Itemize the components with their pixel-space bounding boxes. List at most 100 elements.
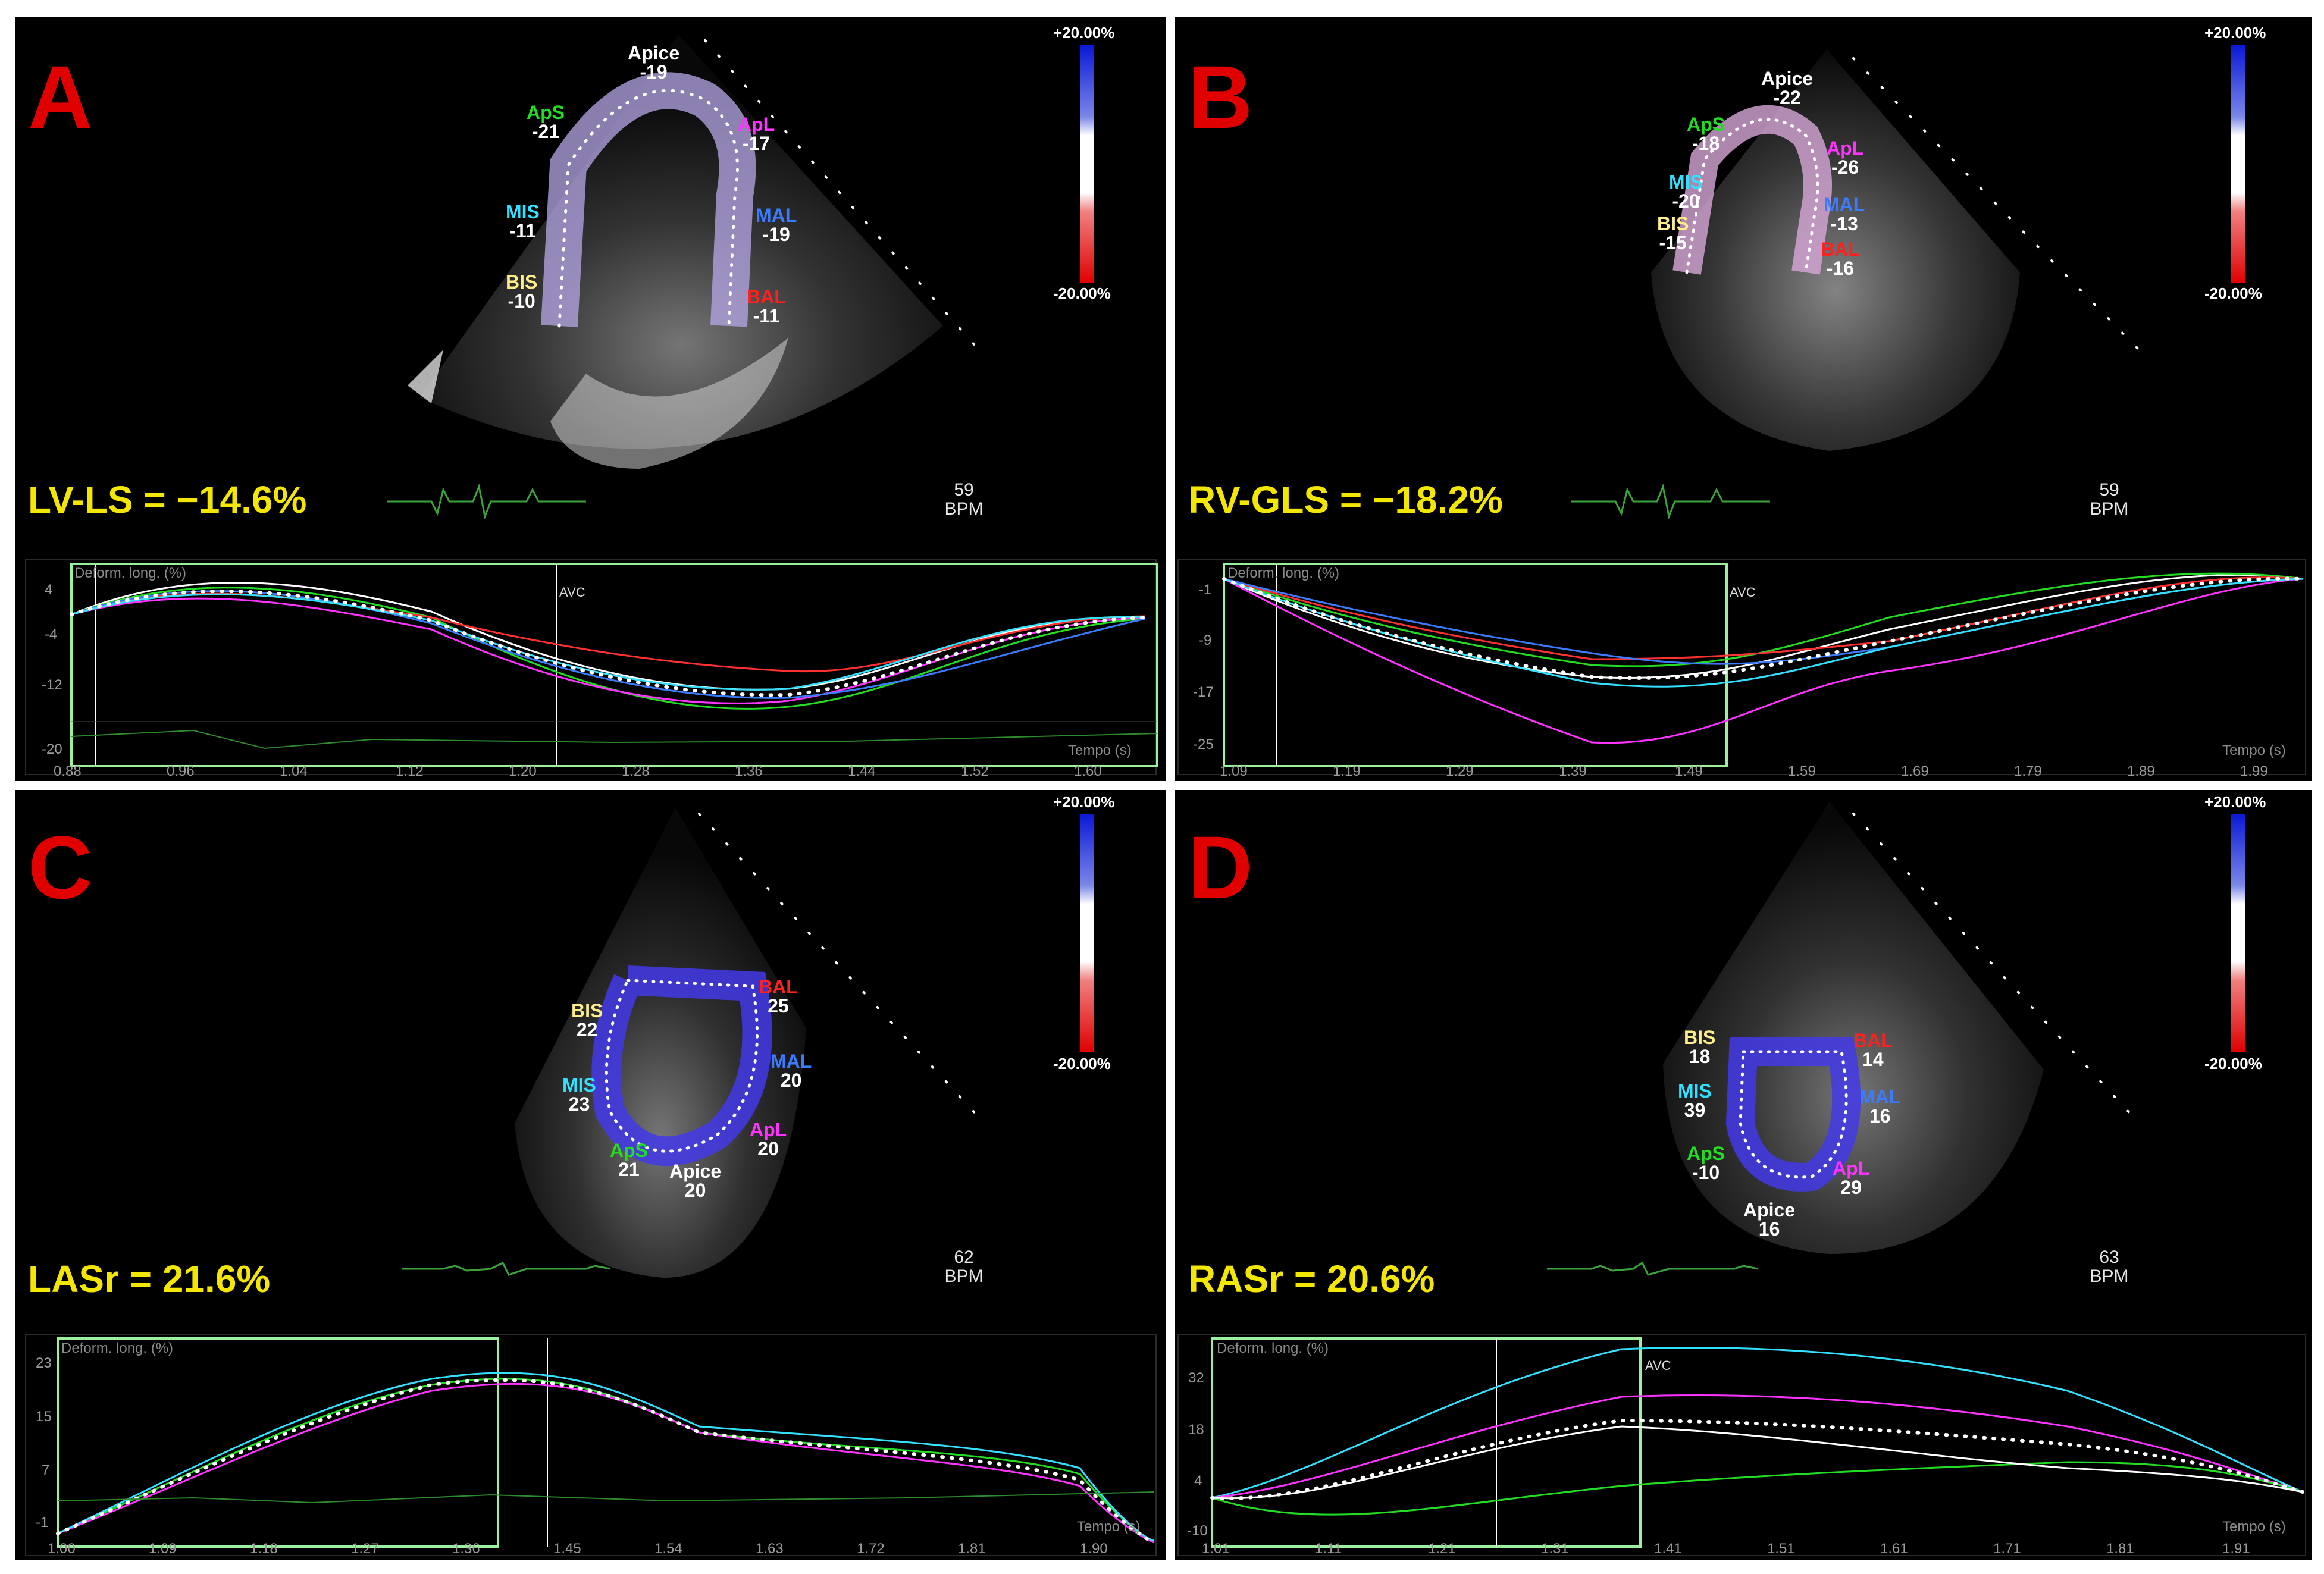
ecg-trace	[1547, 1261, 1759, 1276]
y-tick: 23	[36, 1355, 52, 1371]
segment-mis: MIS -11	[506, 201, 540, 242]
y-tick: -1	[1199, 582, 1212, 598]
y-tick: -10	[1187, 1523, 1208, 1539]
x-tick: 0.96	[167, 763, 195, 779]
y-tick: -12	[42, 677, 62, 693]
segment-aps: ApS 21	[610, 1140, 648, 1180]
segment-bal: BAL 14	[1853, 1030, 1893, 1070]
heart-rate: 59 BPM	[944, 480, 984, 519]
segment-mal: MAL 16	[1859, 1086, 1901, 1127]
avc-label: AVC	[1645, 1358, 1671, 1373]
x-tick: 1.45	[553, 1541, 581, 1557]
x-tick: 1.52	[961, 763, 989, 779]
segment-aps: ApS -21	[527, 102, 565, 142]
x-tick: 1.18	[250, 1541, 278, 1557]
graph-box	[1223, 563, 1728, 767]
x-tick: 1.81	[958, 1541, 986, 1557]
y-tick: 32	[1188, 1370, 1204, 1386]
y-tick: -25	[1193, 736, 1214, 752]
graph-title: Deform. long. (%)	[74, 565, 187, 581]
colorbar-bottom-label: -20.00%	[1053, 1055, 1111, 1073]
x-tick: 1.63	[756, 1541, 784, 1557]
panel-letter: B	[1188, 47, 1253, 147]
segment-bis: BIS -10	[506, 271, 538, 312]
y-tick: -20	[42, 741, 62, 757]
metric-value: RV-GLS = −18.2%	[1188, 478, 1503, 521]
x-tick: 1.09	[1220, 763, 1248, 779]
strain-colorbar	[1080, 45, 1094, 283]
x-tick: 1.04	[280, 763, 308, 779]
x-tick: 1.41	[1654, 1541, 1682, 1557]
segment-apl: ApL 20	[750, 1119, 787, 1159]
graph-box	[70, 563, 1158, 767]
segment-mal: MAL 20	[771, 1051, 812, 1091]
x-tick: 1.39	[1559, 763, 1587, 779]
y-tick: 7	[42, 1462, 50, 1478]
ecg-trace	[1571, 483, 1770, 520]
x-tick: 1.99	[2240, 763, 2268, 779]
y-tick: 18	[1188, 1422, 1204, 1438]
echo-sector	[1651, 49, 2020, 451]
x-tick: 1.61	[1880, 1541, 1908, 1557]
strain-colorbar	[2231, 45, 2245, 283]
x-tick: 1.81	[2106, 1541, 2134, 1557]
segment-apice: Apice -22	[1761, 68, 1814, 108]
segment-bis: BIS 22	[571, 1000, 603, 1040]
heart-rate: 63 BPM	[2090, 1247, 2129, 1286]
heart-rate: 59 BPM	[2090, 480, 2129, 519]
segment-apice: Apice -19	[628, 42, 680, 83]
x-tick: 1.29	[1446, 763, 1474, 779]
x-tick: 1.69	[1901, 763, 1929, 779]
graph-title: Deform. long. (%)	[1227, 565, 1340, 581]
x-tick: 1.91	[2222, 1541, 2250, 1557]
x-tick: 1.89	[2127, 763, 2155, 779]
x-tick: 1.28	[622, 763, 650, 779]
colorbar-bottom-label: -20.00%	[2204, 284, 2262, 302]
x-tick: 1.21	[1428, 1541, 1456, 1557]
segment-mal: MAL -13	[1824, 194, 1865, 234]
global-strain-curve	[56, 1378, 1156, 1544]
graph-title: Deform. long. (%)	[1217, 1340, 1329, 1356]
graph-box	[57, 1337, 499, 1548]
x-tick: 1.12	[396, 763, 424, 779]
y-tick: 4	[45, 582, 53, 598]
x-tick: 1.54	[654, 1541, 682, 1557]
panel-d: D RASr = 20.6% 63 BPM +20.00% -20.00% BIS…	[1175, 790, 2312, 1560]
y-tick: 15	[36, 1409, 52, 1425]
y-tick: -1	[36, 1515, 49, 1531]
strain-colorbar	[2231, 814, 2245, 1052]
graph-unit: Tempo (s)	[1077, 1519, 1141, 1535]
colorbar-top-label: +20.00%	[2204, 24, 2266, 42]
graph-unit: Tempo (s)	[2222, 742, 2286, 758]
panel-d-graphics	[1177, 802, 2306, 1556]
x-tick: 1.19	[1333, 763, 1361, 779]
x-tick: 0.88	[54, 763, 82, 779]
x-tick: 1.44	[848, 763, 876, 779]
segment-bal: BAL -11	[747, 286, 786, 327]
panel-c: C LASr = 21.6% 62 BPM +20.00% -20.00% BIS…	[15, 790, 1166, 1560]
segment-bal: BAL -16	[1821, 239, 1860, 279]
segment-mis: MIS 23	[562, 1074, 596, 1115]
avc-label: AVC	[559, 585, 585, 600]
x-tick: 1.59	[1788, 763, 1816, 779]
segment-bis: BIS -15	[1657, 213, 1689, 253]
x-tick: 1.72	[857, 1541, 885, 1557]
y-tick: -9	[1199, 632, 1212, 648]
x-tick: 1.49	[1675, 763, 1703, 779]
ecg-trace	[387, 483, 586, 520]
x-tick: 1.27	[351, 1541, 379, 1557]
echo-sector	[419, 35, 943, 449]
y-tick: 4	[1194, 1473, 1202, 1489]
colorbar-top-label: +20.00%	[2204, 793, 2266, 811]
global-strain-curve	[1210, 1418, 2304, 1500]
panel-a: A LV-LS = −14.6% 59 BPM +20.00% -20.00% A…	[15, 17, 1166, 781]
segment-apl: ApL 29	[1833, 1158, 1870, 1198]
metric-value: LASr = 21.6%	[28, 1258, 271, 1300]
segment-apice: Apice 20	[669, 1161, 722, 1201]
graph-title: Deform. long. (%)	[61, 1340, 174, 1356]
x-tick: 1.09	[149, 1541, 177, 1557]
x-tick: 1.60	[1074, 763, 1102, 779]
avc-label: AVC	[1730, 585, 1756, 600]
x-tick: 1.11	[1315, 1541, 1342, 1557]
x-tick: 1.71	[1993, 1541, 2021, 1557]
